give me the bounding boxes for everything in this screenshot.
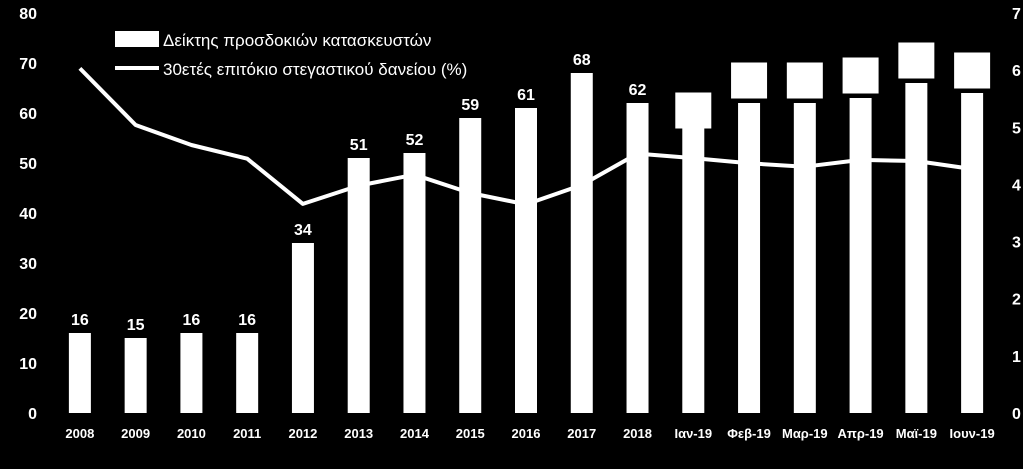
bar-data-labels: 16 15 16 16 34 51 52 59 61 68 62 (71, 52, 647, 334)
bar-data-label: 61 (517, 87, 535, 104)
right-y-tick-label: 6 (1012, 63, 1021, 80)
left-y-tick-label: 60 (19, 106, 37, 123)
bar-data-label: 68 (573, 52, 591, 69)
bar-series (68, 73, 984, 413)
bar (68, 333, 91, 413)
bar (459, 118, 482, 413)
line-path (78, 66, 973, 207)
left-y-tick-label: 70 (19, 56, 37, 73)
bar-data-label: 51 (350, 137, 368, 154)
bar (180, 333, 203, 413)
x-tick-label: 2015 (456, 426, 485, 441)
square-marker (954, 52, 991, 89)
bar (793, 103, 816, 413)
x-tick-label: 2016 (512, 426, 541, 441)
bar (236, 333, 259, 413)
square-marker (786, 62, 823, 99)
bar-data-label: 52 (406, 132, 424, 149)
bar-data-label: 16 (183, 312, 201, 329)
x-tick-label: 2018 (623, 426, 652, 441)
x-tick-label: 2013 (344, 426, 373, 441)
left-y-tick-label: 40 (19, 206, 37, 223)
x-tick-label: Μαρ-19 (782, 426, 828, 441)
left-y-tick-label: 80 (19, 6, 37, 23)
x-tick-label: Ιαν-19 (674, 426, 712, 441)
bar-data-label: 15 (127, 317, 145, 334)
x-axis: 2008 2009 2010 2011 2012 2013 2014 2015 2016 2017… (65, 426, 994, 441)
bar (961, 93, 984, 413)
bar (849, 98, 872, 413)
line-series (78, 66, 973, 207)
x-tick-label: 2012 (288, 426, 317, 441)
legend-label-line: 30ετές επιτόκιο στεγαστικού δανείου (%) (163, 60, 467, 79)
bar (626, 103, 649, 413)
bar-data-label: 62 (629, 82, 647, 99)
bar (124, 338, 147, 413)
square-markers (675, 42, 991, 129)
right-y-tick-label: 5 (1012, 120, 1021, 137)
bar (403, 153, 426, 413)
bar-data-label: 34 (294, 222, 312, 239)
bar (682, 123, 705, 413)
right-y-tick-label: 7 (1012, 6, 1021, 23)
x-tick-label: 2011 (233, 426, 261, 441)
x-tick-label: Ιουν-19 (950, 426, 995, 441)
x-tick-label: 2010 (177, 426, 206, 441)
x-tick-label: Μαϊ-19 (896, 426, 937, 441)
x-tick-label: 2017 (567, 426, 596, 441)
x-tick-label: 2014 (400, 426, 430, 441)
bar-data-label: 59 (461, 97, 479, 114)
left-y-tick-label: 0 (28, 406, 37, 423)
bar-data-label: 16 (238, 312, 256, 329)
legend-swatch-bar (115, 31, 159, 47)
x-tick-label: Φεβ-19 (727, 426, 771, 441)
bar (347, 158, 370, 413)
square-marker (675, 92, 712, 129)
right-y-tick-label: 0 (1012, 406, 1021, 423)
left-y-tick-label: 10 (19, 356, 37, 373)
x-tick-label: 2009 (121, 426, 150, 441)
right-y-axis: 0 1 2 3 4 5 6 7 (1012, 6, 1021, 423)
bar (515, 108, 537, 413)
bar-data-label: 16 (71, 312, 89, 329)
x-tick-label: 2008 (65, 426, 94, 441)
square-marker (731, 62, 768, 99)
left-y-axis: 0 10 20 30 40 50 60 70 80 (19, 6, 37, 423)
left-y-tick-label: 30 (19, 256, 37, 273)
bar (570, 73, 593, 413)
right-y-tick-label: 4 (1012, 177, 1021, 194)
square-marker (842, 57, 879, 94)
bar (291, 243, 314, 413)
right-y-tick-label: 2 (1012, 292, 1021, 309)
square-marker (898, 42, 935, 79)
right-y-tick-label: 3 (1012, 235, 1021, 252)
bar (738, 103, 761, 413)
left-y-tick-label: 50 (19, 156, 37, 173)
bar (905, 83, 928, 413)
legend-label-bar: Δείκτης προσδοκιών κατασκευστών (163, 31, 431, 50)
x-tick-label: Απρ-19 (837, 426, 883, 441)
right-y-tick-label: 1 (1012, 349, 1021, 366)
legend: Δείκτης προσδοκιών κατασκευστών 30ετές ε… (115, 31, 467, 79)
left-y-tick-label: 20 (19, 306, 37, 323)
